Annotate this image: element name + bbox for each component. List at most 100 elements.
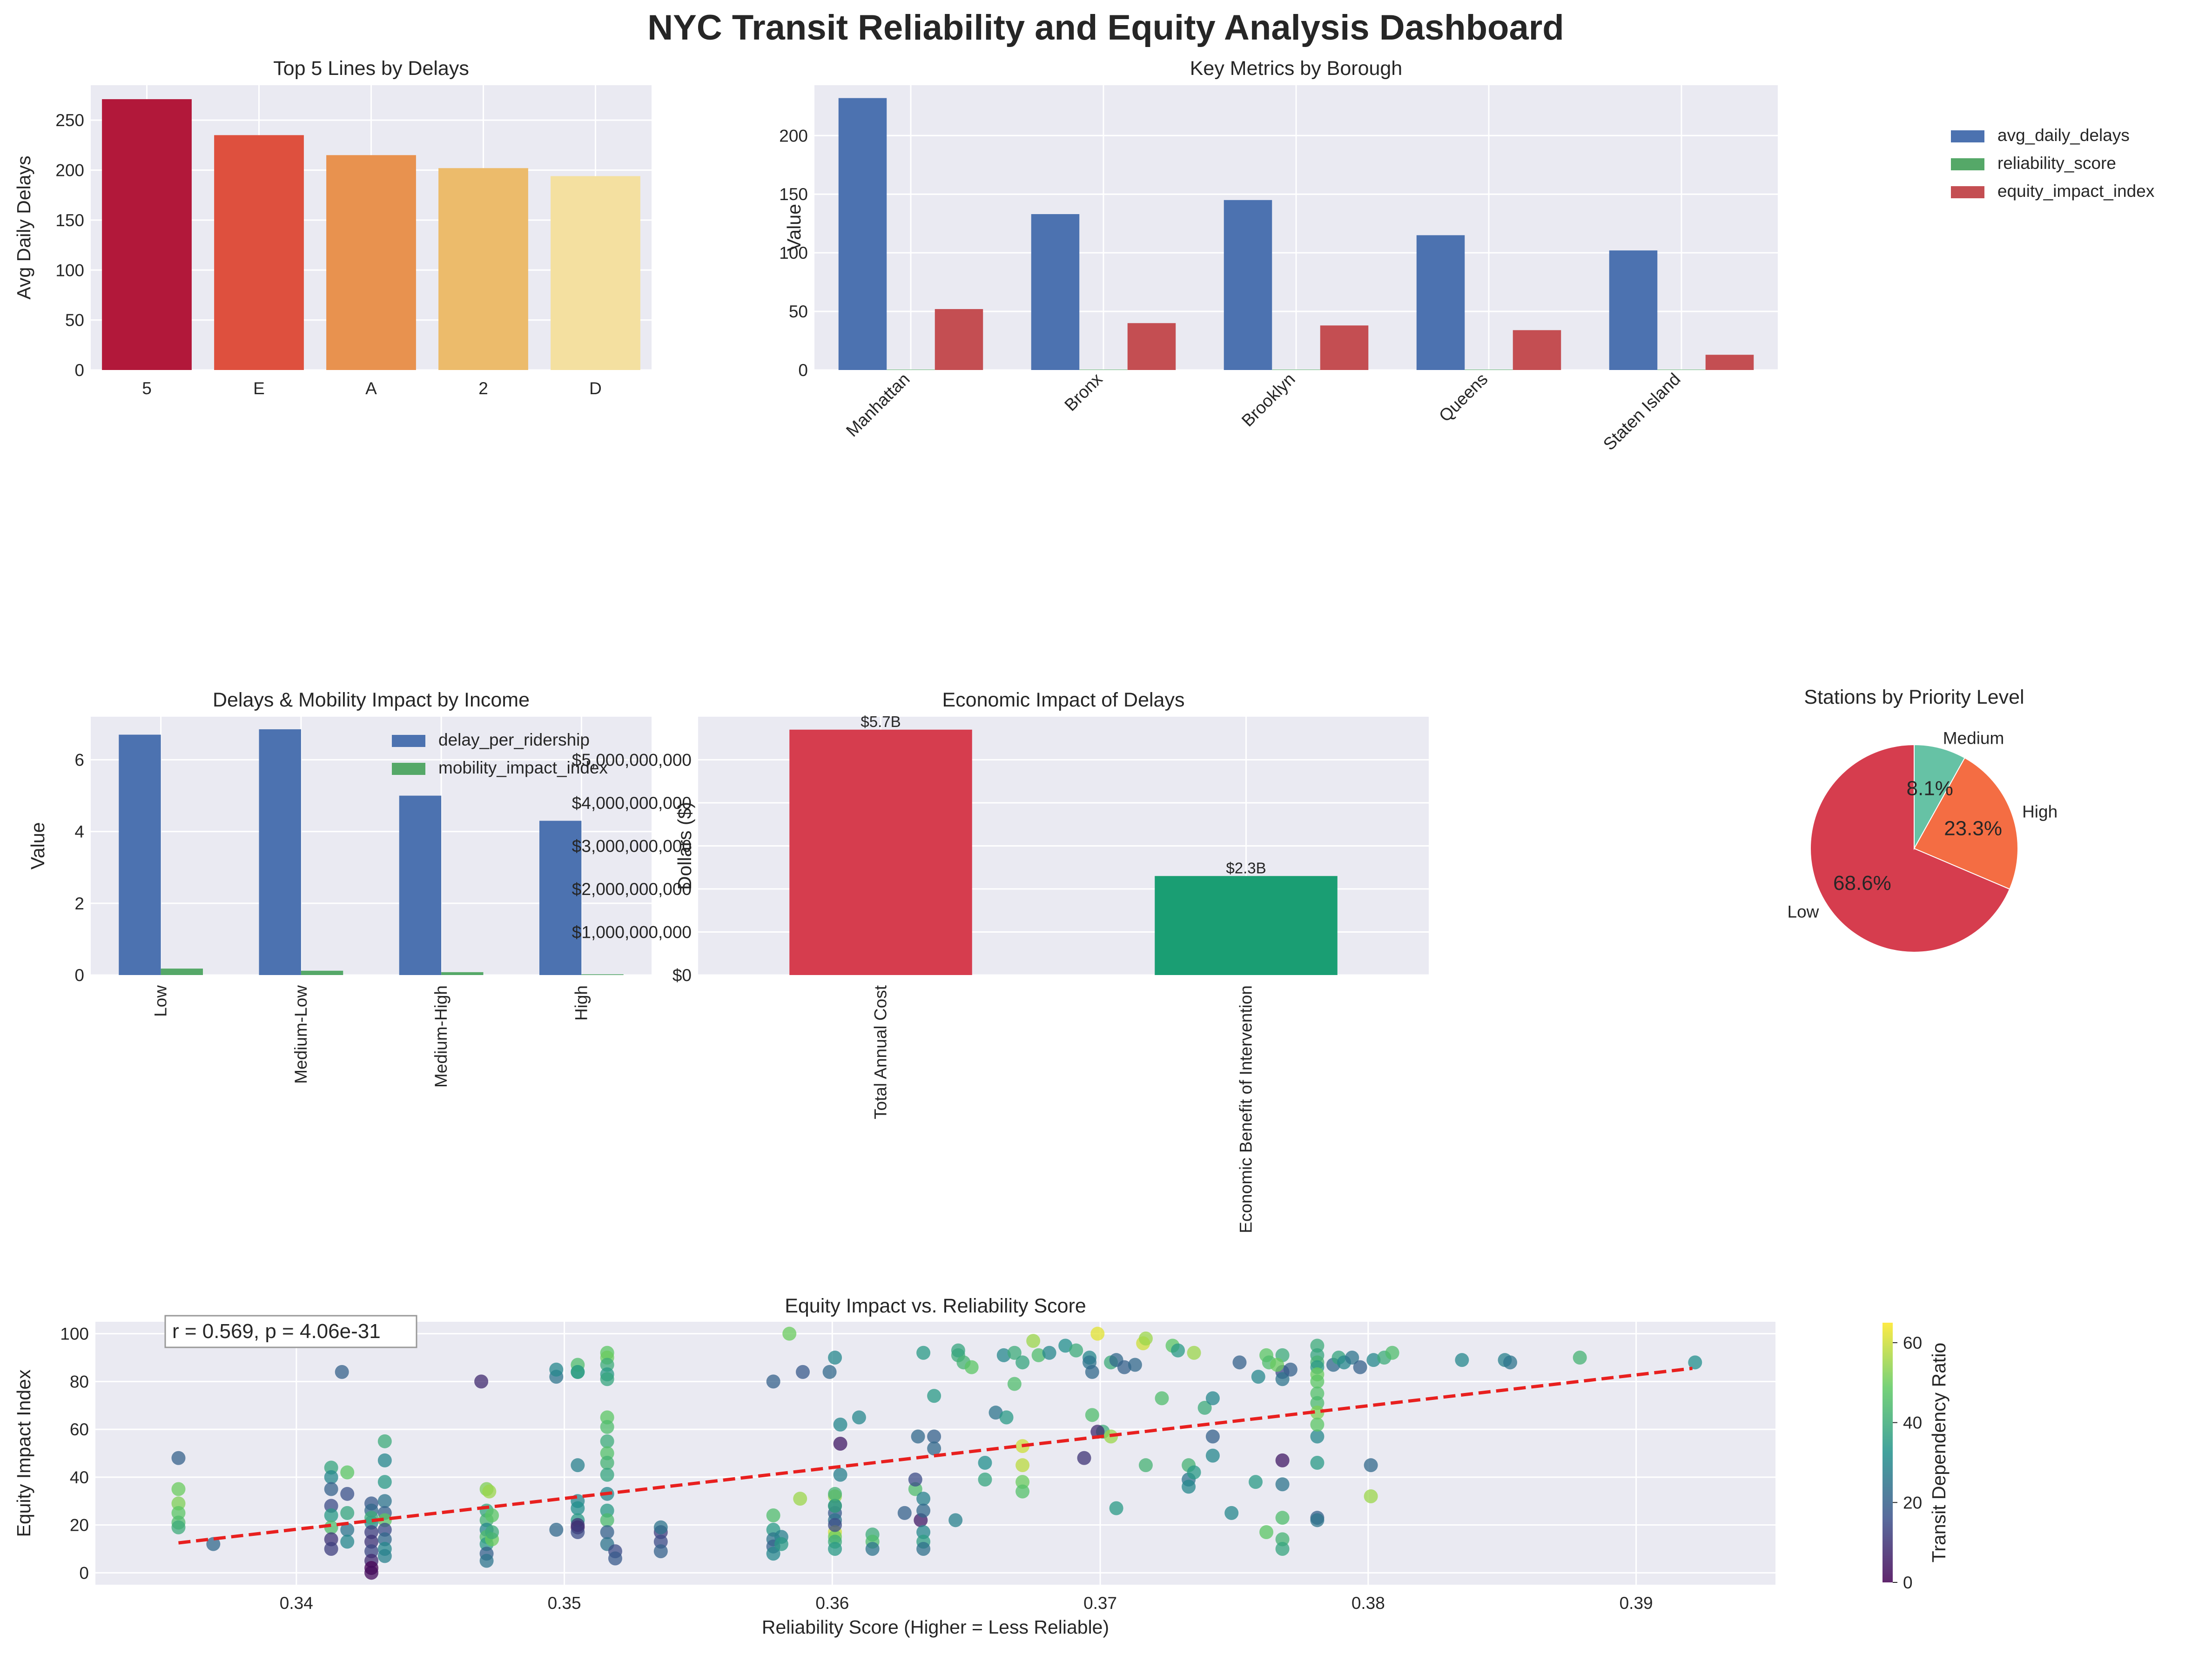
scatter-point xyxy=(908,1482,922,1496)
scatter-point xyxy=(948,1513,963,1527)
legend-swatch xyxy=(1951,186,1984,198)
scatter-point xyxy=(1275,1541,1290,1556)
scatter-point xyxy=(600,1467,614,1482)
trend-line xyxy=(178,1366,1693,1545)
scatter-point xyxy=(377,1475,392,1489)
legend-label: mobility_impact_index xyxy=(438,758,608,777)
scatter-point xyxy=(828,1351,842,1365)
bar-equity-impact-index xyxy=(1320,325,1369,370)
y-tick-label: 150 xyxy=(779,185,808,204)
scatter-point xyxy=(324,1508,338,1523)
scatter-point xyxy=(1015,1458,1030,1473)
scatter-point xyxy=(340,1534,355,1549)
colorbar-tick-label: 60 xyxy=(1903,1333,1922,1352)
scatter-point xyxy=(1042,1346,1056,1360)
y-tick-label: $3,000,000,000 xyxy=(572,837,692,856)
bar xyxy=(438,168,528,370)
scatter-point xyxy=(988,1406,1003,1420)
scatter-point xyxy=(833,1467,847,1482)
scatter-point xyxy=(377,1434,392,1448)
scatter-point xyxy=(364,1525,379,1539)
scatter-point xyxy=(1182,1480,1196,1494)
y-tick-label: 2 xyxy=(74,894,84,913)
bar-mobility-impact-index xyxy=(441,972,484,975)
scatter-point xyxy=(364,1544,379,1559)
pie-pct-label: 8.1% xyxy=(1907,777,1953,800)
scatter-point xyxy=(324,1482,338,1496)
x-tick-label: Queens xyxy=(1435,370,1492,426)
pie-label: Low xyxy=(1788,902,1819,921)
scatter-point xyxy=(377,1532,392,1547)
scatter-point xyxy=(653,1534,668,1549)
y-tick-label: $5,000,000,000 xyxy=(572,751,692,770)
scatter-point xyxy=(1085,1365,1099,1379)
bar xyxy=(326,155,416,370)
scatter-point xyxy=(1385,1346,1399,1360)
scatter-point xyxy=(1187,1346,1201,1360)
scatter-point xyxy=(1026,1334,1041,1348)
scatter-point xyxy=(1205,1391,1220,1406)
scatter-point xyxy=(171,1520,186,1534)
bar-delay-per-ridership xyxy=(259,729,301,975)
scatter-point xyxy=(828,1541,842,1556)
scatter-point xyxy=(482,1484,497,1499)
bar-avg-daily-delays xyxy=(838,98,887,370)
scatter-point xyxy=(852,1410,866,1425)
chart-title: Key Metrics by Borough xyxy=(1190,57,1402,80)
bar-delay-per-ridership xyxy=(399,795,442,975)
scatter-point xyxy=(766,1547,780,1561)
scatter-point xyxy=(600,1358,614,1372)
scatter-point xyxy=(171,1451,186,1465)
scatter-point xyxy=(916,1346,931,1360)
scatter-point xyxy=(171,1506,186,1520)
scatter-point xyxy=(600,1420,614,1434)
y-tick-label: 4 xyxy=(74,822,84,841)
pie-label: High xyxy=(2022,802,2057,821)
chart-title: Delays & Mobility Impact by Income xyxy=(213,689,530,711)
scatter-point xyxy=(1015,1355,1030,1370)
scatter-point xyxy=(1015,1484,1030,1499)
scatter-point xyxy=(1187,1465,1201,1480)
scatter-point xyxy=(916,1541,931,1556)
chart-economic-impact: $0 $1,000,000,000 $2,000,000,000 $3,000,000… xyxy=(572,689,1429,1233)
legend-label: equity_impact_index xyxy=(1997,182,2155,201)
scatter-point xyxy=(1310,1374,1325,1389)
x-tick-label: E xyxy=(253,379,265,398)
y-axis-label: Value xyxy=(27,822,48,870)
scatter-point xyxy=(1138,1458,1153,1473)
chart-borough-metrics: 0 50 100 150 200 Manhattan Bronx Brooklyn Queens… xyxy=(779,57,2155,454)
scatter-point xyxy=(828,1487,842,1501)
scatter-point xyxy=(340,1522,355,1537)
x-tick-label: Low xyxy=(151,985,170,1017)
y-tick-label: 150 xyxy=(55,211,84,230)
scatter-point xyxy=(865,1541,880,1556)
scatter-point xyxy=(978,1473,992,1487)
scatter-point xyxy=(908,1473,922,1487)
chart-title: Top 5 Lines by Delays xyxy=(273,57,469,80)
chart-title: Economic Impact of Delays xyxy=(942,689,1185,711)
legend-swatch xyxy=(1951,130,1984,142)
y-tick-label: 200 xyxy=(779,126,808,145)
scatter-point xyxy=(796,1365,810,1379)
y-tick-label: 0 xyxy=(74,361,84,380)
scatter-point xyxy=(833,1417,847,1432)
y-tick-label: 40 xyxy=(70,1468,89,1487)
y-tick-label: 0 xyxy=(798,361,808,380)
scatter-point xyxy=(964,1360,979,1374)
scatter-point xyxy=(600,1525,614,1539)
legend-swatch xyxy=(392,763,425,775)
scatter-point xyxy=(916,1525,931,1539)
scatter-point xyxy=(793,1492,807,1506)
scatter-point xyxy=(171,1482,186,1496)
scatter-point xyxy=(766,1508,780,1523)
y-tick-label: 0 xyxy=(79,1563,89,1582)
x-tick-label: 0.39 xyxy=(1620,1594,1653,1613)
scatter-point xyxy=(927,1389,941,1403)
scatter-point xyxy=(1171,1343,1185,1358)
legend-swatch xyxy=(1951,158,1984,170)
y-axis-label: Dollars ($) xyxy=(674,802,695,890)
scatter-point xyxy=(335,1365,349,1379)
x-tick-label: 0.36 xyxy=(815,1594,849,1613)
scatter-point xyxy=(1455,1353,1469,1367)
scatter-point xyxy=(1353,1360,1367,1374)
